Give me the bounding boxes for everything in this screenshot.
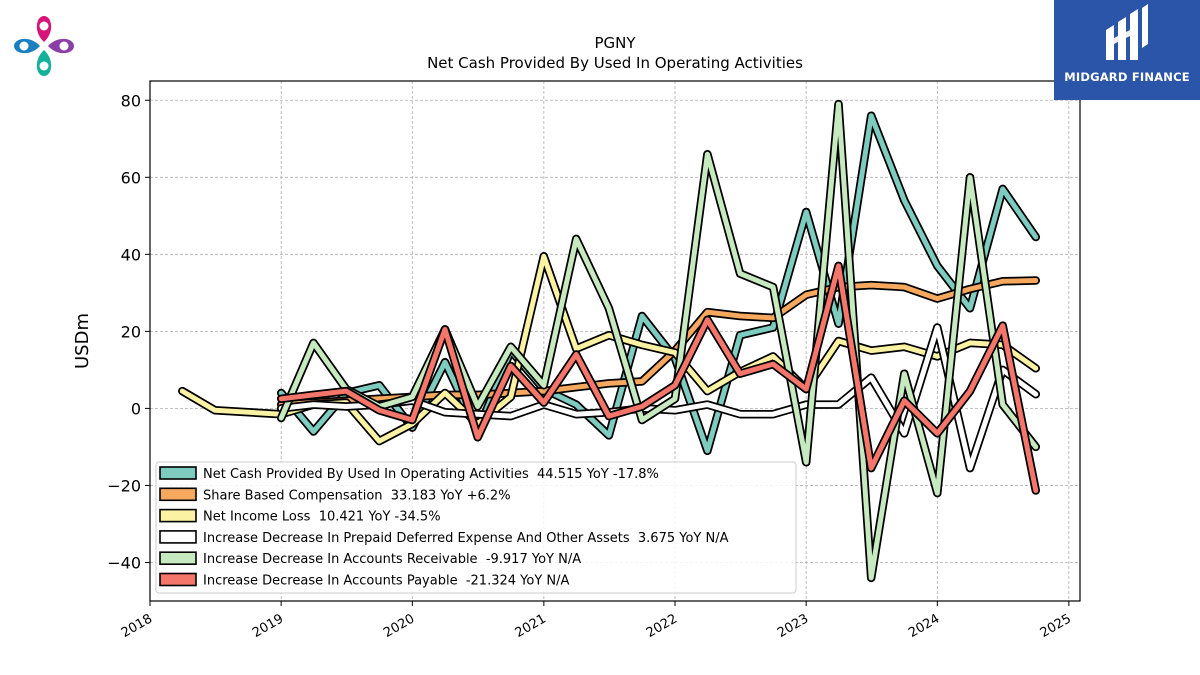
series-4-line xyxy=(278,101,1039,581)
legend-frame xyxy=(155,461,797,594)
chart-subtitle: Net Cash Provided By Used In Operating A… xyxy=(427,54,803,72)
x-tick-label: 2023 xyxy=(775,611,811,641)
brand-name: MIDGARD FINANCE xyxy=(1064,70,1190,84)
y-tick-label: −40 xyxy=(107,553,141,572)
x-tick-label: 2020 xyxy=(381,611,417,641)
x-tick-label: 2021 xyxy=(513,611,549,641)
legend-swatch xyxy=(159,572,197,587)
y-axis-label: USDm xyxy=(72,313,93,369)
logo-petal-bottom xyxy=(36,50,52,76)
x-tick-label: 2018 xyxy=(119,611,155,641)
y-axis: −40 −20 0 20 40 60 80 xyxy=(107,91,150,572)
y-tick-label: 40 xyxy=(121,245,141,264)
legend-swatch xyxy=(159,487,197,502)
series-layer xyxy=(178,99,1041,583)
logo-petal-right xyxy=(48,38,74,54)
plot-frame xyxy=(149,80,1081,602)
logo-petal-top xyxy=(36,16,52,42)
legend-label: Net Income Loss 10.421 YoY -34.5% xyxy=(203,510,441,525)
legend-swatch xyxy=(159,508,197,523)
legend: Net Cash Provided By Used In Operating A… xyxy=(155,461,797,594)
y-tick-label: 80 xyxy=(121,91,141,110)
x-tick-label: 2025 xyxy=(1038,611,1074,641)
brand-mark-icon xyxy=(1106,4,1148,60)
legend-swatch xyxy=(159,530,197,544)
x-tick-label: 2019 xyxy=(250,611,286,641)
x-tick-label: 2024 xyxy=(906,611,942,641)
y-tick-label: 20 xyxy=(121,322,141,341)
legend-swatch xyxy=(159,466,197,480)
legend-label: Increase Decrease In Prepaid Deferred Ex… xyxy=(203,531,729,546)
company-logo xyxy=(14,16,74,76)
logo-petal-left xyxy=(14,38,40,54)
y-tick-label: 0 xyxy=(131,399,141,418)
legend-label: Increase Decrease In Accounts Payable -2… xyxy=(203,574,569,589)
series-5-line xyxy=(278,263,1039,493)
y-tick-label: −20 xyxy=(107,476,141,495)
chart-title: PGNY xyxy=(594,34,636,52)
legend-swatch xyxy=(159,551,197,566)
legend-label: Share Based Compensation 33.183 YoY +6.2… xyxy=(203,488,511,503)
x-tick-label: 2022 xyxy=(644,611,680,641)
y-tick-label: 60 xyxy=(121,168,141,187)
x-axis: 2018 2019 2020 2021 2022 2023 2024 2025 xyxy=(119,601,1074,641)
brand-logo-box: MIDGARD FINANCE xyxy=(1054,0,1200,100)
legend-label: Net Cash Provided By Used In Operating A… xyxy=(203,467,659,482)
legend-label: Increase Decrease In Accounts Receivable… xyxy=(203,552,581,567)
